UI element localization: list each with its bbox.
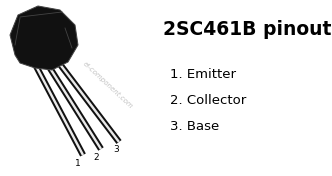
Text: 3. Base: 3. Base bbox=[170, 120, 219, 133]
Polygon shape bbox=[45, 63, 104, 151]
Text: 2: 2 bbox=[93, 152, 99, 162]
Polygon shape bbox=[47, 64, 102, 150]
Polygon shape bbox=[58, 62, 120, 143]
Text: el-component.com: el-component.com bbox=[82, 60, 134, 110]
Text: 2SC461B pinout: 2SC461B pinout bbox=[163, 20, 331, 39]
Polygon shape bbox=[10, 6, 78, 70]
Text: 1: 1 bbox=[75, 159, 81, 168]
Polygon shape bbox=[56, 61, 122, 144]
Text: 3: 3 bbox=[113, 144, 119, 153]
Polygon shape bbox=[35, 65, 84, 156]
Text: 1. Emitter: 1. Emitter bbox=[170, 68, 236, 81]
Text: 2. Collector: 2. Collector bbox=[170, 94, 246, 107]
Polygon shape bbox=[33, 65, 86, 156]
